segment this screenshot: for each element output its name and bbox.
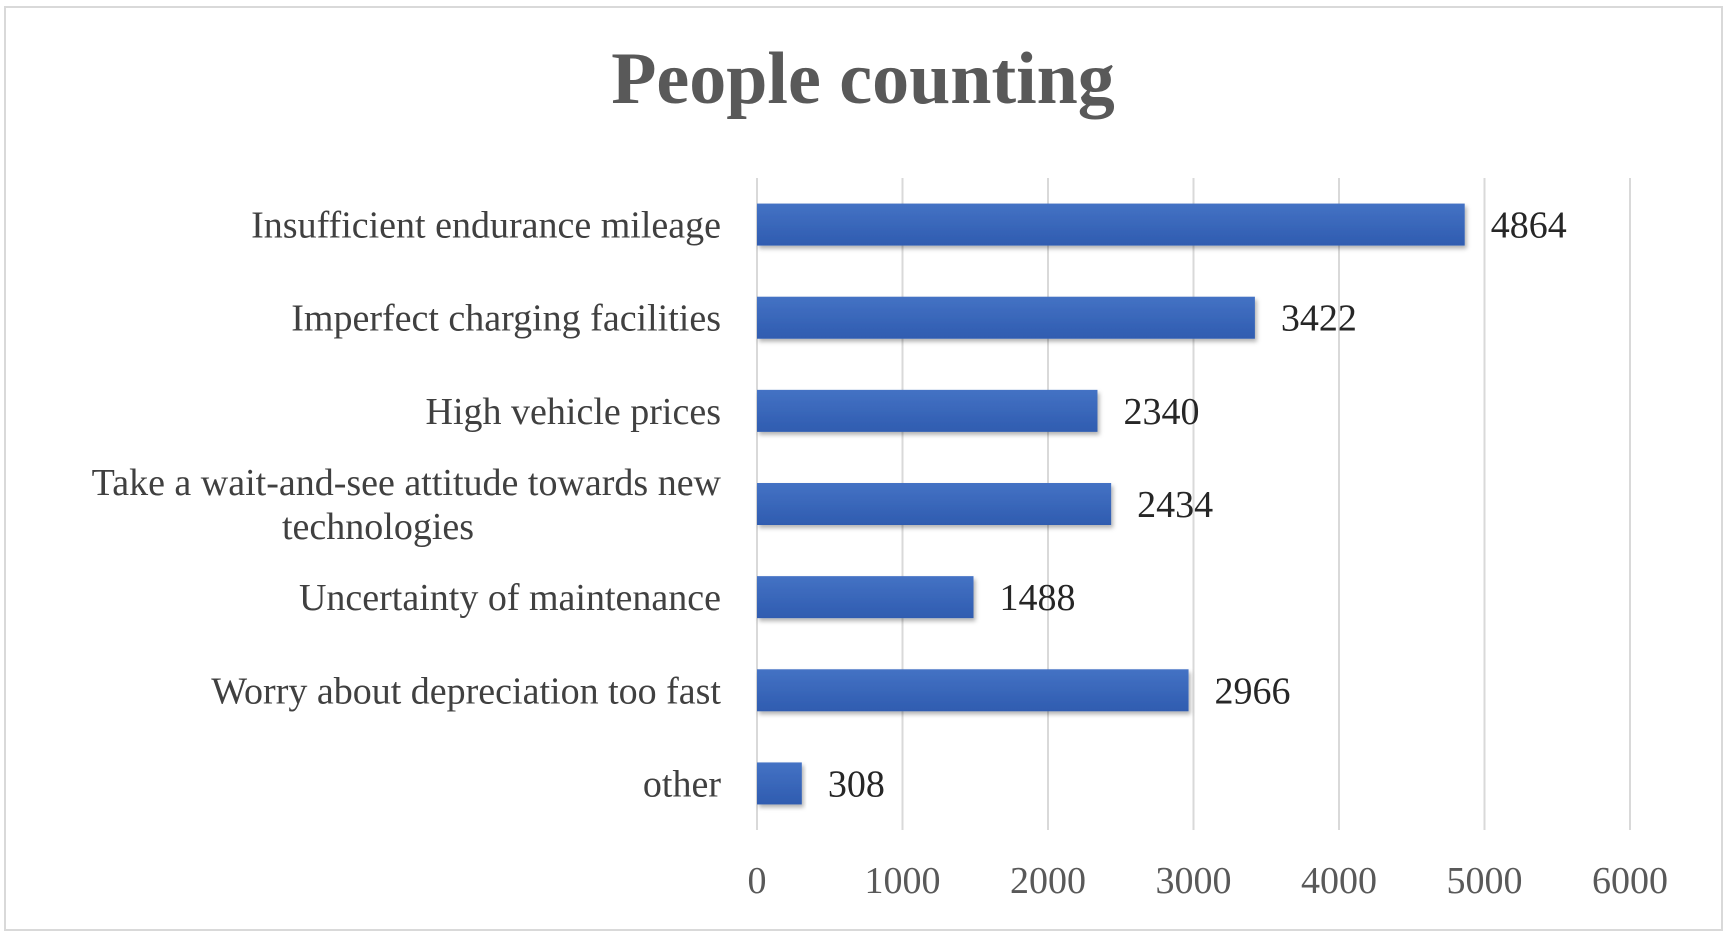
category-label: Insufficient endurance mileage <box>251 205 721 247</box>
category-label: Uncertainty of maintenance <box>299 577 721 619</box>
bar <box>757 762 802 805</box>
x-tick-label: 5000 <box>1447 860 1523 902</box>
bar <box>757 203 1465 246</box>
data-label: 2966 <box>1215 670 1291 712</box>
data-label: 308 <box>828 763 885 805</box>
bar <box>757 576 974 619</box>
category-label: other <box>643 763 721 805</box>
grid <box>756 178 1631 830</box>
category-label: technologies <box>282 506 474 548</box>
chart-frame <box>4 6 1723 931</box>
x-tick-label: 0 <box>748 860 767 902</box>
x-axis-ticks: 0 1000 2000 3000 4000 5000 6000 <box>748 860 1669 902</box>
bars <box>757 203 1465 805</box>
x-tick-label: 1000 <box>865 860 941 902</box>
bar <box>757 483 1112 525</box>
bar <box>757 669 1189 712</box>
x-tick-label: 6000 <box>1592 860 1668 902</box>
category-label: Worry about depreciation too fast <box>211 670 721 712</box>
data-label: 3422 <box>1281 298 1357 340</box>
bar <box>757 296 1255 339</box>
x-tick-label: 4000 <box>1301 860 1377 902</box>
x-tick-label: 3000 <box>1156 860 1232 902</box>
bar <box>757 389 1098 432</box>
data-label: 1488 <box>1000 577 1076 619</box>
data-label: 2340 <box>1123 391 1199 433</box>
data-label: 4864 <box>1491 205 1567 247</box>
category-labels: Insufficient endurance mileage Imperfect … <box>92 205 722 806</box>
data-label: 2434 <box>1137 484 1213 526</box>
chart-title: People counting <box>611 38 1115 120</box>
category-label: High vehicle prices <box>426 391 721 433</box>
category-label: Imperfect charging facilities <box>291 298 721 340</box>
category-label: Take a wait-and-see attitude towards new <box>92 462 722 504</box>
x-tick-label: 2000 <box>1010 860 1086 902</box>
value-labels: 4864 3422 2340 2434 1488 2966 308 <box>828 205 1567 806</box>
